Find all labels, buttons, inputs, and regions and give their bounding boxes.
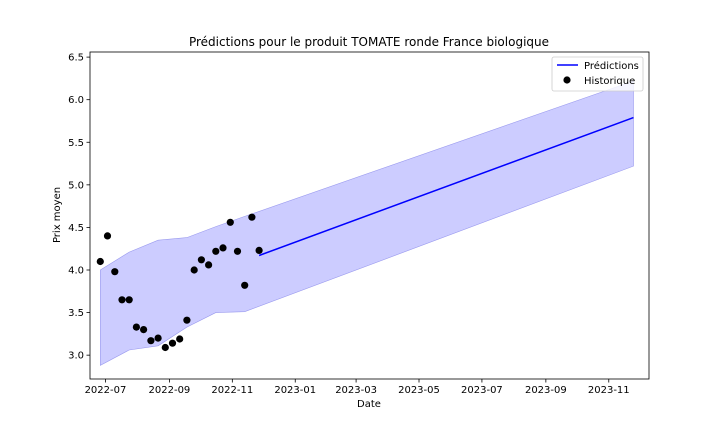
historical-points-layer <box>96 213 263 352</box>
historical-point <box>205 261 213 269</box>
prediction-line <box>258 116 634 257</box>
historical-point <box>118 296 126 304</box>
historical-point <box>248 213 256 221</box>
y-tick-label: 4.0 <box>68 266 84 277</box>
y-axis-ticks: 3.0 3.5 4.0 4.5 5.0 5.5 6.0 6.5 <box>68 53 90 362</box>
y-tick-label: 5.0 <box>68 180 84 191</box>
x-tick-label: 2022-11 <box>211 385 253 396</box>
y-tick-label: 3.5 <box>68 308 84 319</box>
x-tick-label: 2023-01 <box>274 385 316 396</box>
historical-point <box>168 339 177 347</box>
plot-area-frame <box>89 51 650 380</box>
confidence-band <box>100 80 634 366</box>
y-tick-label: 6.0 <box>68 95 84 106</box>
x-tick-label: 2023-11 <box>588 385 630 396</box>
historical-point <box>154 334 162 342</box>
historical-point <box>176 335 184 343</box>
historical-point <box>233 247 242 255</box>
chart-title: Prédictions pour le produit TOMATE ronde… <box>189 35 549 49</box>
y-tick-label: 3.0 <box>68 351 84 362</box>
x-axis-label: Date <box>357 399 381 410</box>
legend-prediction-label: Prédictions <box>584 60 639 72</box>
historical-point <box>255 246 263 254</box>
historical-point <box>132 323 140 331</box>
historical-point <box>219 244 227 252</box>
historical-point <box>212 247 220 255</box>
x-axis-ticks: 2022-07 2022-09 2022-11 2023-01 2023-03 2023-… <box>85 379 630 396</box>
confidence-band-layer <box>100 80 634 366</box>
historical-point <box>183 316 191 324</box>
y-axis-label: Prix moyen <box>52 187 63 243</box>
historical-point <box>161 343 169 352</box>
x-tick-label: 2022-07 <box>85 385 127 396</box>
historical-point <box>111 268 119 276</box>
legend-historical-swatch <box>563 76 571 84</box>
y-tick-label: 6.5 <box>68 53 84 64</box>
x-tick-label: 2023-05 <box>398 385 440 396</box>
y-tick-label: 4.5 <box>68 223 84 234</box>
x-tick-label: 2023-07 <box>461 385 503 396</box>
historical-point <box>190 266 198 274</box>
historical-point <box>103 232 112 240</box>
historical-point <box>140 326 148 334</box>
x-tick-label: 2023-03 <box>335 385 377 396</box>
historical-point <box>226 218 234 226</box>
legend: Prédictions Historique <box>551 56 644 92</box>
legend-historical-label: Historique <box>584 76 635 87</box>
historical-point <box>125 296 133 304</box>
historical-point <box>241 281 249 289</box>
x-tick-label: 2023-09 <box>525 385 567 396</box>
y-tick-label: 5.5 <box>68 138 84 149</box>
historical-point <box>147 337 155 345</box>
prediction-line-layer <box>258 116 634 257</box>
x-tick-label: 2022-09 <box>149 385 191 396</box>
historical-point <box>197 256 205 264</box>
historical-point <box>96 257 104 266</box>
